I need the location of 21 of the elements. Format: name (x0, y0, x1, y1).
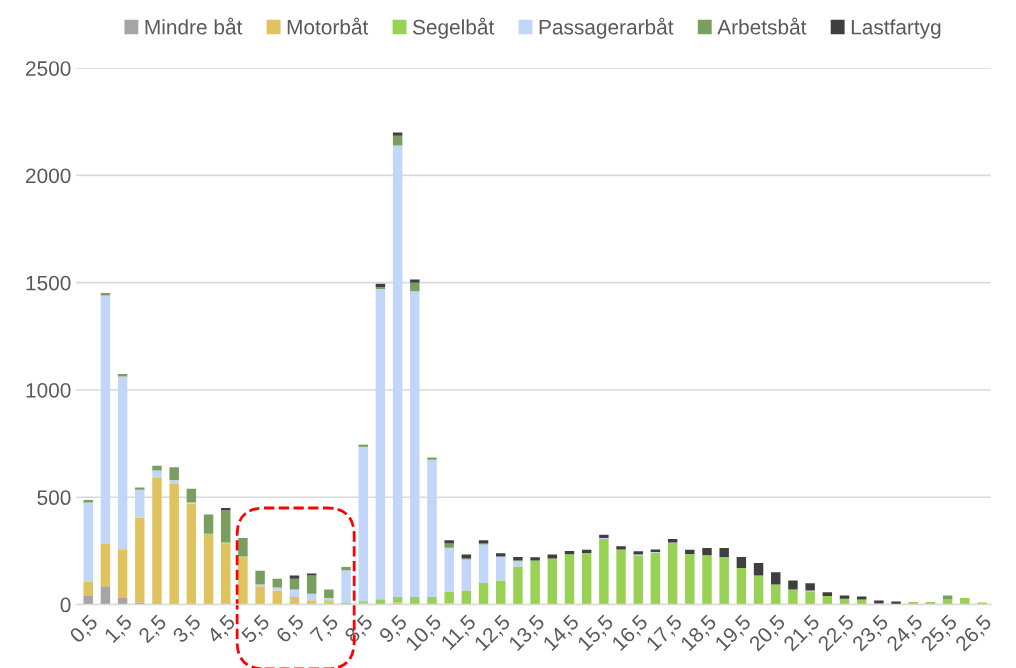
y-tick-label: 2000 (26, 168, 71, 184)
x-tick-label: 2,5 (137, 613, 169, 646)
x-tick-label: 0,5 (68, 613, 101, 646)
legend-label: Passagerarbåt (539, 17, 674, 39)
x-tick-label: 3,5 (171, 613, 204, 646)
y-tick-label: 1500 (26, 275, 71, 291)
legend-label: Mindre båt (145, 17, 243, 35)
x-tick-label: 1,5 (103, 614, 135, 645)
x-tick-label: 5,5 (240, 614, 273, 646)
legend-label: Arbetsbåt (717, 17, 807, 35)
x-tick-label: 6,5 (275, 613, 307, 646)
x-tick-label: 8,5 (343, 613, 376, 646)
y-tick-label: 2500 (26, 61, 71, 76)
y-tick-label: 0 (60, 597, 71, 613)
x-tick-label: 7,5 (309, 614, 341, 646)
legend-label: Lastfartyg (851, 19, 941, 39)
legend-label: Motorbåt (287, 17, 369, 35)
y-tick-label: 1000 (26, 382, 71, 398)
y-tick-label: 500 (37, 490, 71, 506)
x-tick-label: 4,5 (206, 614, 238, 646)
legend-label: Segelbåt (412, 17, 495, 39)
